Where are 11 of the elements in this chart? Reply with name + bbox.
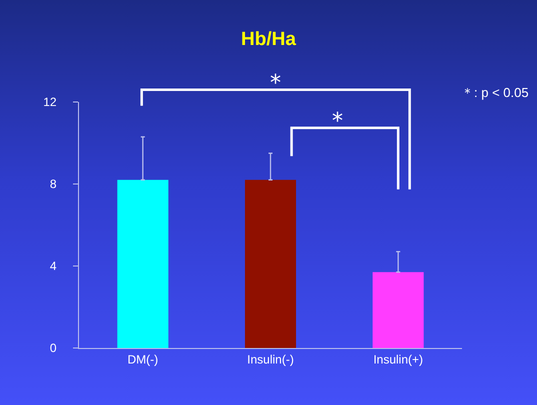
text: * bbox=[270, 71, 281, 96]
y-tick-label: 4 bbox=[50, 259, 57, 274]
text: ＊: p < 0.05 bbox=[461, 85, 529, 100]
y-tick-label: 8 bbox=[50, 177, 57, 192]
y-tick-label: 0 bbox=[50, 341, 57, 356]
x-tick-label: Insulin(+) bbox=[373, 352, 424, 366]
x-tick-label: DM(-) bbox=[128, 352, 158, 366]
x-tick-label: Insulin(-) bbox=[247, 352, 294, 366]
annotation: * bbox=[332, 109, 343, 134]
chart-title: Hb/Ha bbox=[241, 29, 296, 50]
y-tick-label: 12 bbox=[43, 95, 57, 110]
